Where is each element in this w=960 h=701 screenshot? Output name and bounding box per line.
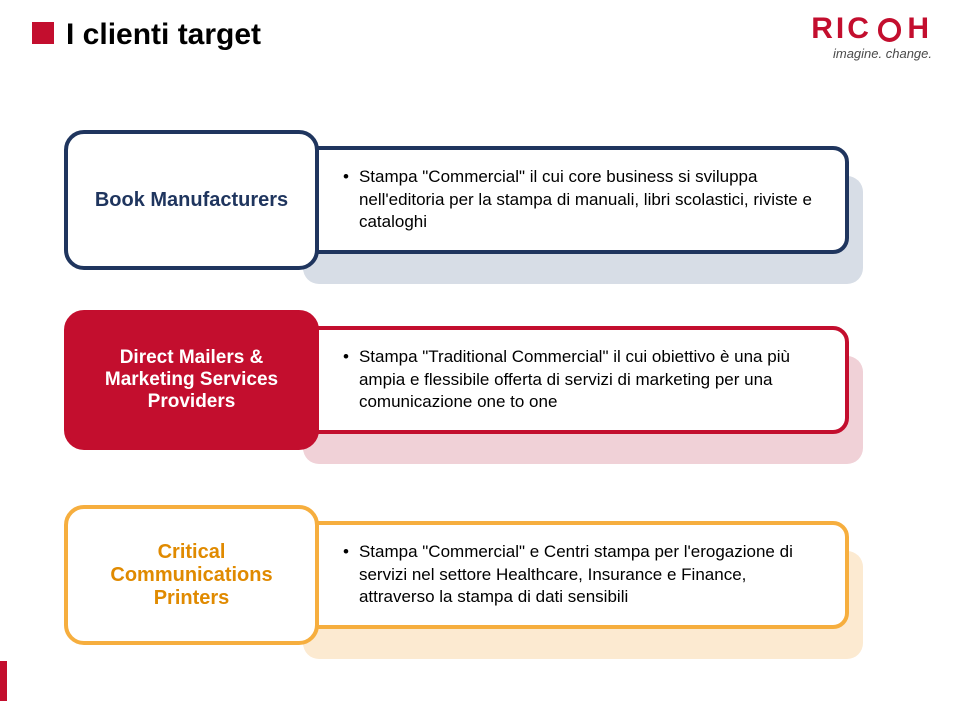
card-critical-communications: Critical Communications Printers [64, 505, 319, 645]
bullet-dot: • [343, 346, 349, 415]
footer-accent [0, 661, 7, 701]
logo-letters-1: RIC [811, 14, 872, 44]
card-book-manufacturers: Book Manufacturers [64, 130, 319, 270]
bullet-text: Stampa "Traditional Commercial" il cui o… [359, 346, 823, 415]
row-direct-mailers: Direct Mailers & Marketing Services Prov… [0, 310, 960, 450]
card-description: • Stampa "Commercial" il cui core busine… [289, 146, 849, 255]
card-description: • Stampa "Traditional Commercial" il cui… [289, 326, 849, 435]
slide-title: I clienti target [66, 18, 261, 52]
logo-word: RIC H [811, 14, 932, 44]
row-critical-communications: Critical Communications Printers • Stamp… [0, 505, 960, 645]
card-label: Critical Communications Printers [86, 541, 297, 610]
card-label: Direct Mailers & Marketing Services Prov… [86, 347, 297, 413]
card-right-wrap: • Stampa "Commercial" e Centri stampa pe… [289, 521, 849, 630]
card-right-wrap: • Stampa "Commercial" il cui core busine… [289, 146, 849, 255]
logo-letters-2: H [907, 14, 932, 44]
content-area: Book Manufacturers • Stampa "Commercial"… [0, 120, 960, 680]
row-book-manufacturers: Book Manufacturers • Stampa "Commercial"… [0, 130, 960, 270]
bullet-text: Stampa "Commercial" il cui core business… [359, 166, 823, 235]
bullet-text: Stampa "Commercial" e Centri stampa per … [359, 541, 823, 610]
card-label: Book Manufacturers [95, 189, 288, 212]
card-description: • Stampa "Commercial" e Centri stampa pe… [289, 521, 849, 630]
card-right-wrap: • Stampa "Traditional Commercial" il cui… [289, 326, 849, 435]
logo-tagline: imagine. change. [833, 46, 932, 61]
card-direct-mailers: Direct Mailers & Marketing Services Prov… [64, 310, 319, 450]
title-bullet [32, 22, 54, 44]
brand-logo: RIC H imagine. change. [811, 14, 932, 61]
bullet-dot: • [343, 166, 349, 235]
bullet-dot: • [343, 541, 349, 610]
bullet-item: • Stampa "Commercial" e Centri stampa pe… [343, 541, 823, 610]
bullet-item: • Stampa "Traditional Commercial" il cui… [343, 346, 823, 415]
bullet-item: • Stampa "Commercial" il cui core busine… [343, 166, 823, 235]
logo-o-icon [878, 18, 901, 41]
